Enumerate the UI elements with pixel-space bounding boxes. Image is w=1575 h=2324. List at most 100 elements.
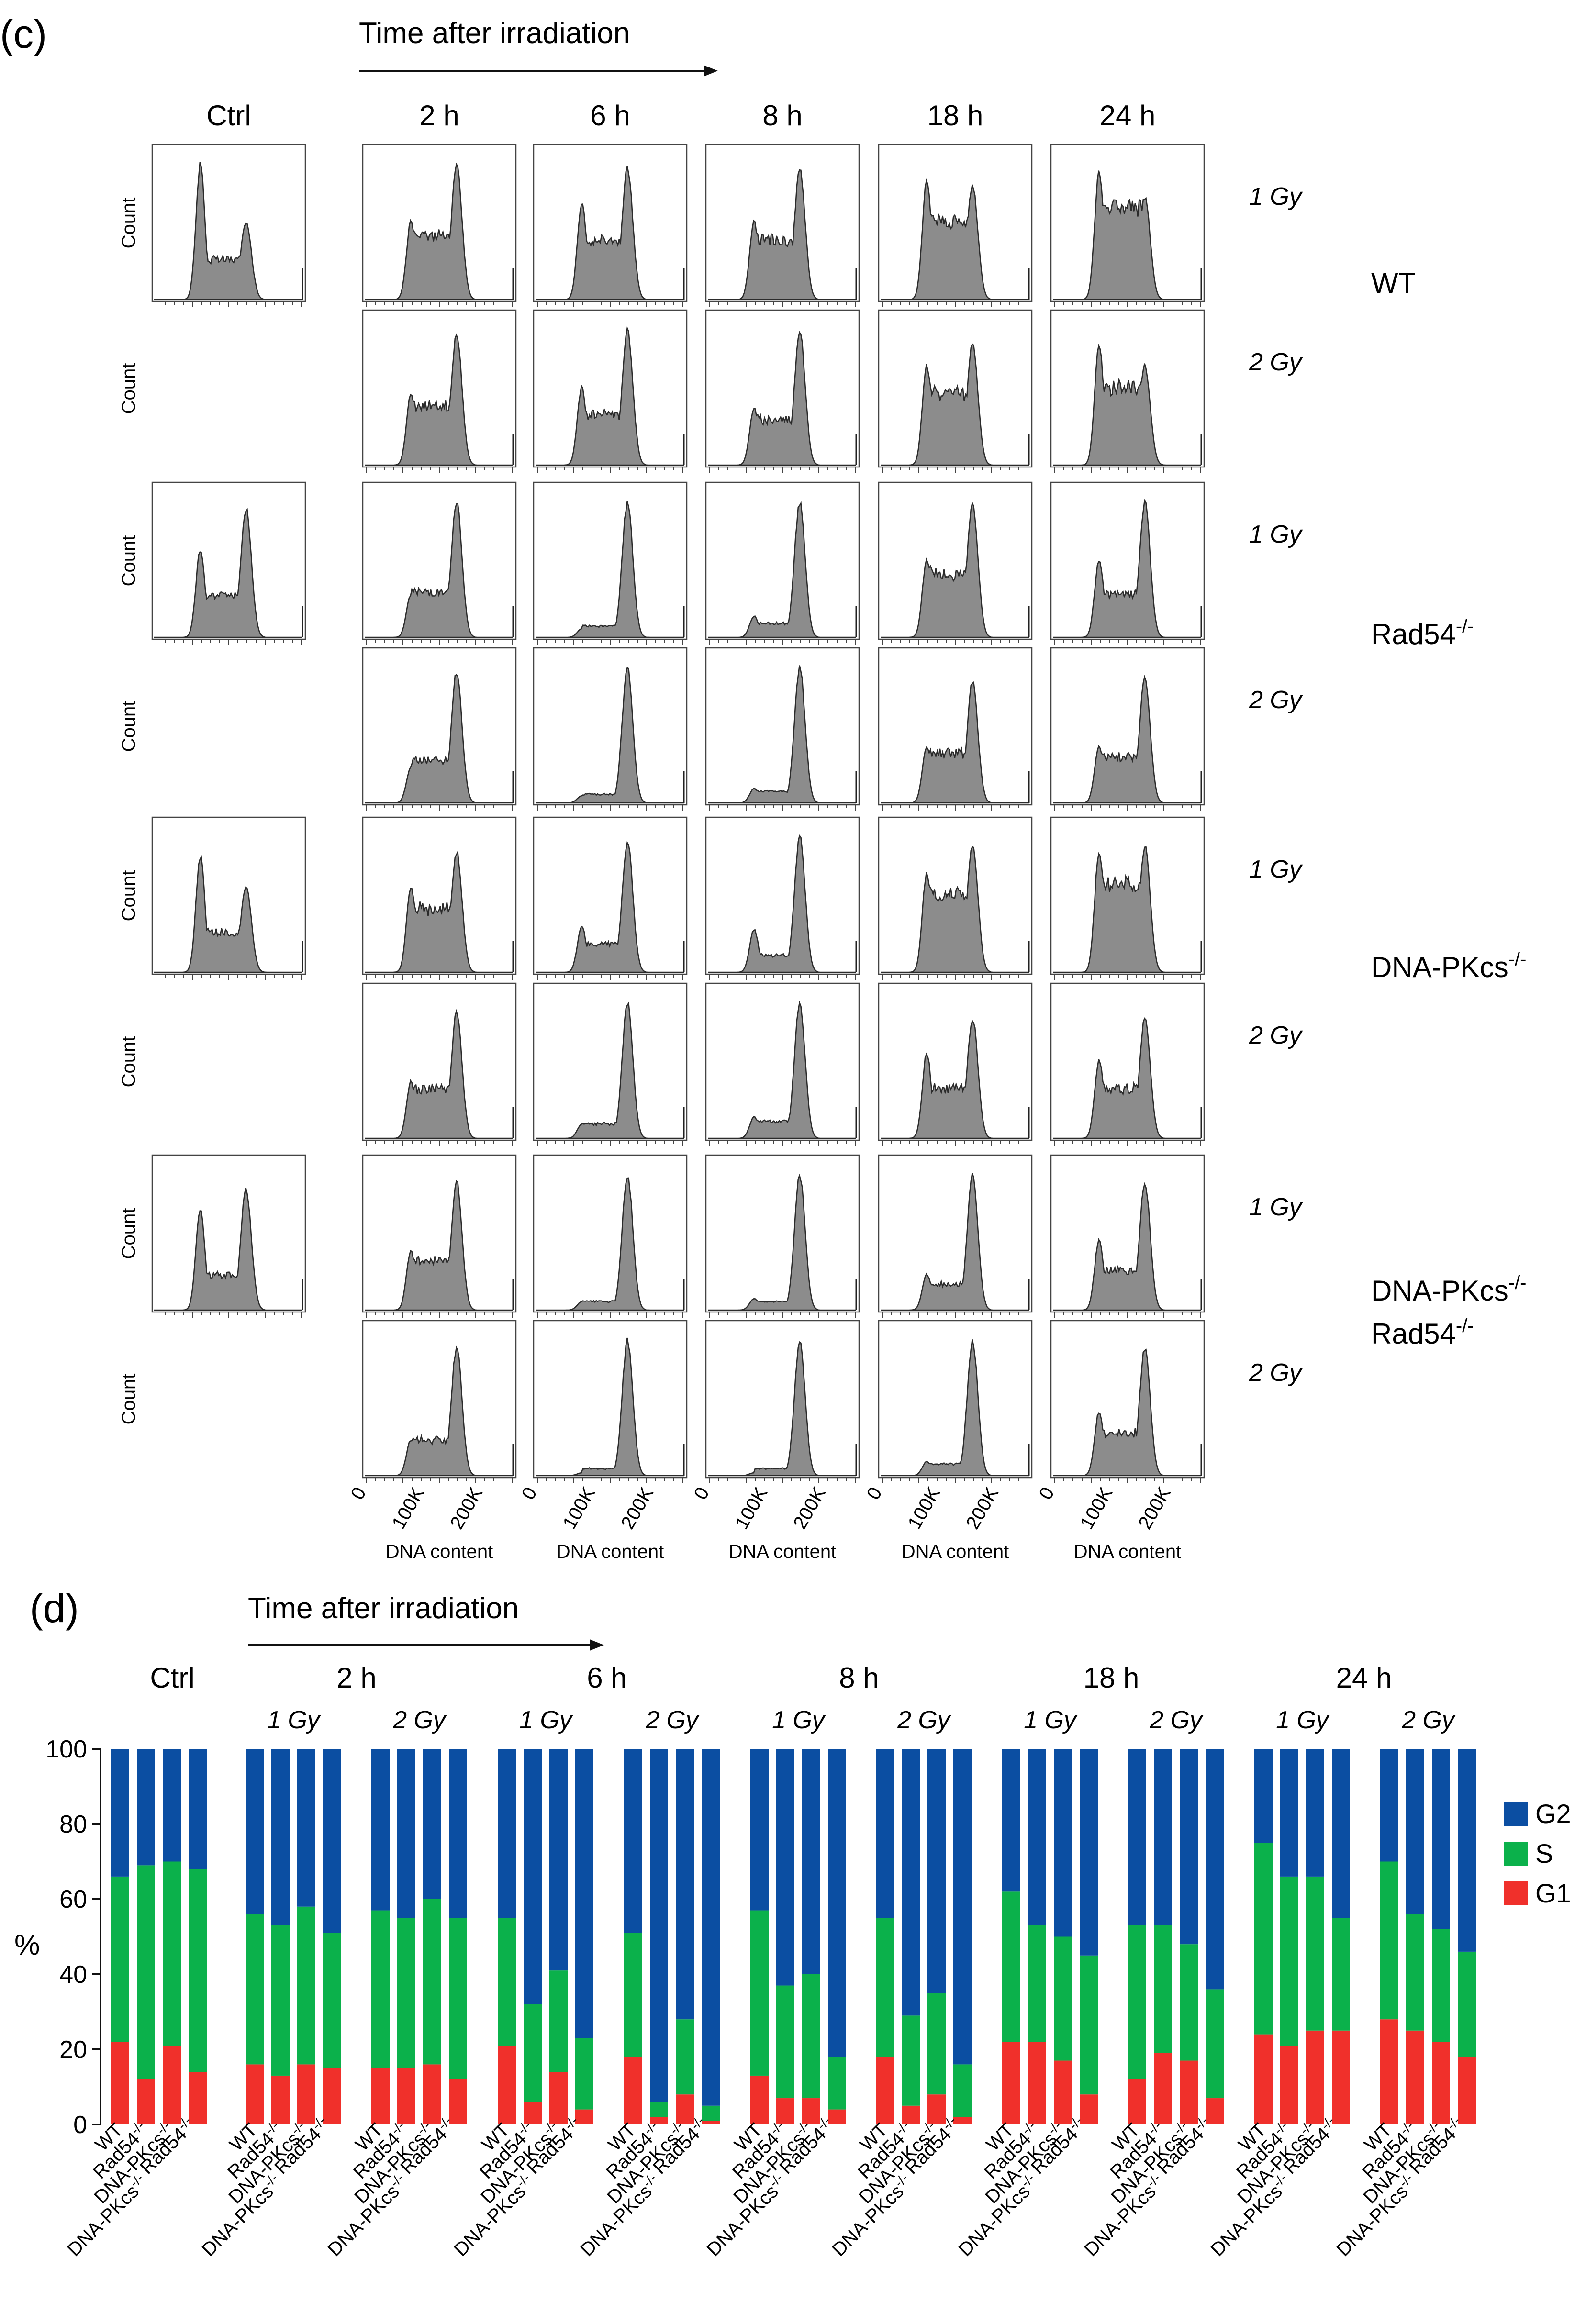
genotype-label: WT <box>1371 267 1416 299</box>
bar-time-header: 6 h <box>587 1662 626 1694</box>
y-axis-label: Count <box>118 363 139 414</box>
bar-G1-Rad54-/- <box>397 2068 415 2124</box>
histogram-area <box>154 855 302 973</box>
histogram-Rad54-/--1 Gy-2 h <box>362 481 517 645</box>
bar-S-WT <box>750 1910 769 2076</box>
bar-S-Rad54-/- <box>650 2102 668 2117</box>
bar-G1-DNA-PKcs-/- Rad54-/- <box>1080 2094 1098 2124</box>
legend-label: G1 <box>1535 1878 1571 1908</box>
bar-G1-DNA-PKcs-/- <box>1306 2030 1324 2124</box>
histogram-DNA-PKcs-/--1 Gy-2 h <box>362 816 517 980</box>
histogram-area <box>881 846 1029 973</box>
bar-S-DNA-PKcs-/- Rad54-/- <box>1332 1918 1350 2031</box>
histogram-area <box>1053 170 1201 300</box>
x-tick-label: 0 <box>518 1484 541 1503</box>
bar-G2-DNA-PKcs-/- Rad54-/- <box>449 1749 467 1918</box>
bar-S-DNA-PKcs-/- Rad54-/- <box>702 2105 720 2121</box>
bar-G1-DNA-PKcs-/- <box>676 2094 694 2124</box>
y-tick-label: 0 <box>73 2111 87 2139</box>
bar-S-DNA-PKcs-/- Rad54-/- <box>323 1933 341 2068</box>
bar-S-DNA-PKcs-/- <box>676 2019 694 2095</box>
y-axis-title: % <box>14 1929 40 1961</box>
y-axis-label: Count <box>118 1036 139 1088</box>
x-tick-label: 100K <box>1076 1483 1117 1533</box>
dose-label: 2 Gy <box>1249 686 1303 714</box>
histogram-WT-1 Gy-24 h <box>1050 144 1205 307</box>
ctrl-histogram <box>151 144 306 307</box>
histogram-WT-1 Gy-2 h <box>362 144 517 307</box>
x-axis-label: DNA content <box>557 1541 664 1562</box>
panel-c-label: (c) <box>0 11 47 56</box>
histogram-area <box>708 1173 856 1311</box>
panel-d: (d) Time after irradiation 0 20 40 60 80 100%… <box>14 1586 1571 2260</box>
bar-time-header: 8 h <box>839 1662 879 1694</box>
bar-G1-Rad54-/- <box>1280 2046 1298 2124</box>
bar-S-DNA-PKcs-/- <box>549 1970 568 2072</box>
bar-G1-WT <box>498 2046 516 2124</box>
histogram-DNA-PKcs-/--2 Gy-6 h <box>533 982 688 1146</box>
y-tick-label: 60 <box>59 1886 87 1913</box>
histogram-area <box>708 331 856 466</box>
histogram-DNA-PKcs-/- Rad54-/--1 Gy-8 h <box>705 1154 860 1318</box>
genotype-name: Rad54 <box>1371 1318 1456 1350</box>
bar-G2-Rad54-/- <box>397 1749 415 1918</box>
histogram-area <box>536 326 684 466</box>
histogram-Rad54-/--1 Gy-24 h <box>1050 481 1205 645</box>
bar-G2-DNA-PKcs-/- <box>802 1749 820 1974</box>
bar-dose-header: 2 Gy <box>645 1706 700 1734</box>
bar-G1-DNA-PKcs-/- <box>1180 2060 1198 2124</box>
bar-S-Rad54-/- <box>1028 1925 1046 2042</box>
histogram-frame <box>705 1320 860 1479</box>
histogram-frame <box>533 647 688 806</box>
x-axis-label: DNA content <box>386 1541 493 1562</box>
bar-S-Rad54-/- <box>1280 1876 1298 2046</box>
histogram-DNA-PKcs-/- Rad54-/--1 Gy-6 h <box>533 1154 688 1318</box>
bar-G2-Rad54-/- <box>1028 1749 1046 1925</box>
y-axis-label: Count <box>118 1374 139 1425</box>
bar-G2-Rad54-/- <box>776 1749 794 1986</box>
histogram-WT-1 Gy-6 h <box>533 144 688 307</box>
bar-S-Rad54-/- <box>1154 1925 1172 2053</box>
histogram-area <box>881 178 1029 300</box>
histogram-area <box>881 1019 1029 1139</box>
bar-S-DNA-PKcs-/- Rad54-/- <box>189 1869 207 2072</box>
histogram-frame <box>878 1320 1033 1479</box>
bar-S-Rad54-/- <box>1406 1914 1424 2031</box>
histogram-DNA-PKcs-/- Rad54-/--2 Gy-8 h: 0 100K 200K DNA content <box>690 1320 860 1562</box>
bar-G1-WT <box>1002 2042 1020 2124</box>
x-tick-label: 200K <box>1134 1483 1175 1533</box>
bar-S-DNA-PKcs-/- Rad54-/- <box>1206 1989 1224 2099</box>
histogram-WT-1 Gy-8 h <box>705 144 860 307</box>
bar-G2-Rad54-/- <box>271 1749 290 1925</box>
histogram-Rad54-/--2 Gy-6 h <box>533 647 688 811</box>
histogram-area <box>365 162 513 300</box>
bar-dose-header: 2 Gy <box>897 1706 951 1734</box>
bar-ctrl-header: Ctrl <box>150 1662 194 1694</box>
bar-G1-DNA-PKcs-/- Rad54-/- <box>189 2072 207 2124</box>
bar-G2-Rad54-/- <box>524 1749 542 2004</box>
time-column-header: 24 h <box>1100 100 1156 132</box>
bar-group-2 h-1 Gy: WTRad54-/-DNA-PKcs-/-DNA-PKcs-/- Rad54-/… <box>198 1749 341 2260</box>
panel-d-label: (d) <box>30 1586 79 1631</box>
histogram-DNA-PKcs-/--2 Gy-8 h <box>705 982 860 1146</box>
bar-S-DNA-PKcs-/- <box>297 1906 315 2065</box>
bar-time-header: 24 h <box>1336 1662 1392 1694</box>
histogram-DNA-PKcs-/--1 Gy-24 h <box>1050 816 1205 980</box>
histogram-DNA-PKcs-/--2 Gy-18 h <box>878 982 1033 1146</box>
genotype-name: DNA-PKcs <box>1371 1275 1508 1307</box>
x-tick-label: 0 <box>1035 1484 1059 1503</box>
bar-G1-Rad54-/- <box>650 2117 668 2124</box>
dose-label: 2 Gy <box>1249 348 1303 376</box>
bar-S-WT <box>498 1918 516 2046</box>
histogram-DNA-PKcs-/--1 Gy-8 h <box>705 816 860 980</box>
bar-S-Rad54-/- <box>776 1985 794 2099</box>
bar-G1-DNA-PKcs-/- Rad54-/- <box>828 2109 846 2124</box>
x-tick-label: 0 <box>863 1484 886 1503</box>
bar-G2-DNA-PKcs-/- <box>1054 1749 1072 1937</box>
bar-G1-WT <box>1254 2034 1273 2124</box>
bar-S-WT <box>371 1910 390 2068</box>
bar-S-DNA-PKcs-/- <box>802 1974 820 2099</box>
bar-G1-Rad54-/- <box>1406 2030 1424 2124</box>
x-axis-label: DNA content <box>902 1541 1009 1562</box>
